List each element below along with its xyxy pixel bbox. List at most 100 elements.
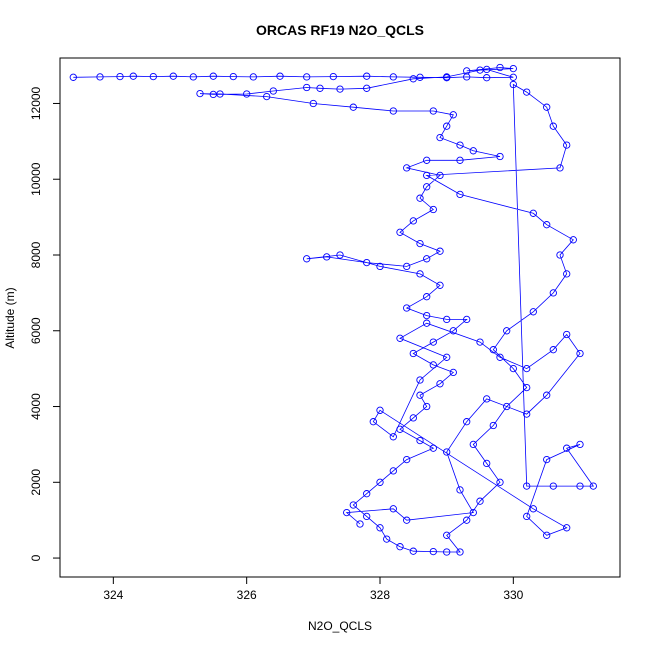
y-tick-label: 12000 — [29, 86, 43, 120]
data-point — [376, 524, 384, 532]
x-tick-label: 324 — [103, 588, 123, 602]
y-axis-label: Altitude (m) — [3, 287, 17, 348]
data-point — [483, 395, 491, 403]
data-point — [489, 421, 497, 430]
y-tick-label: 8000 — [29, 241, 43, 268]
data-point — [196, 89, 204, 98]
data-point — [369, 418, 377, 426]
series-layer — [69, 63, 597, 556]
data-point — [116, 72, 124, 81]
data-point — [569, 236, 577, 244]
data-point — [363, 490, 371, 498]
data-point — [409, 349, 417, 358]
data-point — [483, 74, 491, 82]
data-point — [503, 327, 511, 335]
data-point — [523, 383, 531, 392]
data-point — [363, 258, 371, 267]
data-point — [576, 440, 584, 449]
data-point — [549, 122, 557, 130]
data-point — [443, 531, 451, 539]
data-point — [409, 217, 417, 225]
data-point — [423, 171, 431, 180]
data-point — [389, 107, 397, 115]
data-point — [456, 190, 464, 199]
data-point — [469, 440, 477, 449]
data-point — [409, 547, 417, 555]
data-point — [389, 467, 397, 475]
data-point — [303, 255, 311, 263]
data-point — [556, 164, 564, 172]
data-point — [476, 66, 484, 74]
data-point — [429, 444, 437, 452]
data-point — [563, 270, 571, 278]
data-point — [589, 482, 597, 490]
data-point — [323, 253, 331, 261]
data-point — [243, 90, 251, 98]
data-point — [576, 349, 584, 358]
data-point — [376, 478, 384, 486]
data-point — [543, 391, 551, 399]
data-point — [403, 262, 411, 271]
data-point — [249, 73, 257, 81]
data-point — [563, 330, 571, 339]
data-point — [416, 391, 424, 399]
data-point — [436, 133, 444, 142]
x-axis-label: N2O_QCLS — [308, 619, 372, 633]
data-point — [443, 448, 451, 456]
data-point — [363, 84, 371, 92]
data-point — [343, 508, 351, 517]
data-point — [409, 414, 417, 422]
y-tick-label: 2000 — [29, 469, 43, 496]
data-point — [429, 338, 437, 346]
data-point — [423, 183, 431, 191]
data-point — [429, 205, 437, 214]
data-point — [496, 478, 504, 486]
data-point — [303, 73, 311, 81]
data-point — [523, 410, 531, 418]
data-point — [443, 353, 451, 361]
data-point — [349, 103, 357, 111]
data-point — [423, 255, 431, 263]
data-point — [509, 64, 517, 73]
data-point — [169, 72, 177, 80]
data-point — [563, 524, 571, 532]
data-point — [523, 88, 531, 96]
data-point — [389, 73, 397, 81]
data-point — [463, 418, 471, 426]
data-point — [489, 346, 497, 354]
data-point — [443, 73, 451, 81]
data-point — [496, 63, 504, 72]
data-point — [396, 228, 404, 236]
data-point — [403, 516, 411, 524]
data-point — [563, 141, 571, 149]
data-point — [436, 380, 444, 388]
data-point — [303, 83, 311, 92]
data-point — [529, 308, 537, 316]
data-point — [443, 548, 451, 556]
x-tick-label: 328 — [370, 588, 390, 602]
data-point — [449, 327, 457, 335]
data-point — [416, 376, 424, 384]
data-point — [456, 486, 464, 494]
data-point — [496, 152, 504, 161]
data-point — [409, 75, 417, 83]
data-point — [463, 315, 471, 324]
data-point — [396, 425, 404, 433]
data-point — [563, 444, 571, 452]
data-point — [363, 72, 371, 80]
data-point — [209, 72, 217, 80]
data-point — [316, 84, 324, 92]
x-tick-label: 330 — [503, 588, 523, 602]
data-point — [69, 73, 77, 81]
data-point — [456, 548, 464, 556]
data-point — [543, 531, 551, 539]
data-point — [429, 107, 437, 115]
data-point — [276, 72, 284, 80]
data-point — [509, 364, 517, 373]
data-point — [389, 433, 397, 441]
data-point — [376, 262, 384, 271]
data-point — [523, 482, 531, 490]
data-point — [509, 80, 517, 89]
data-point — [189, 73, 197, 81]
